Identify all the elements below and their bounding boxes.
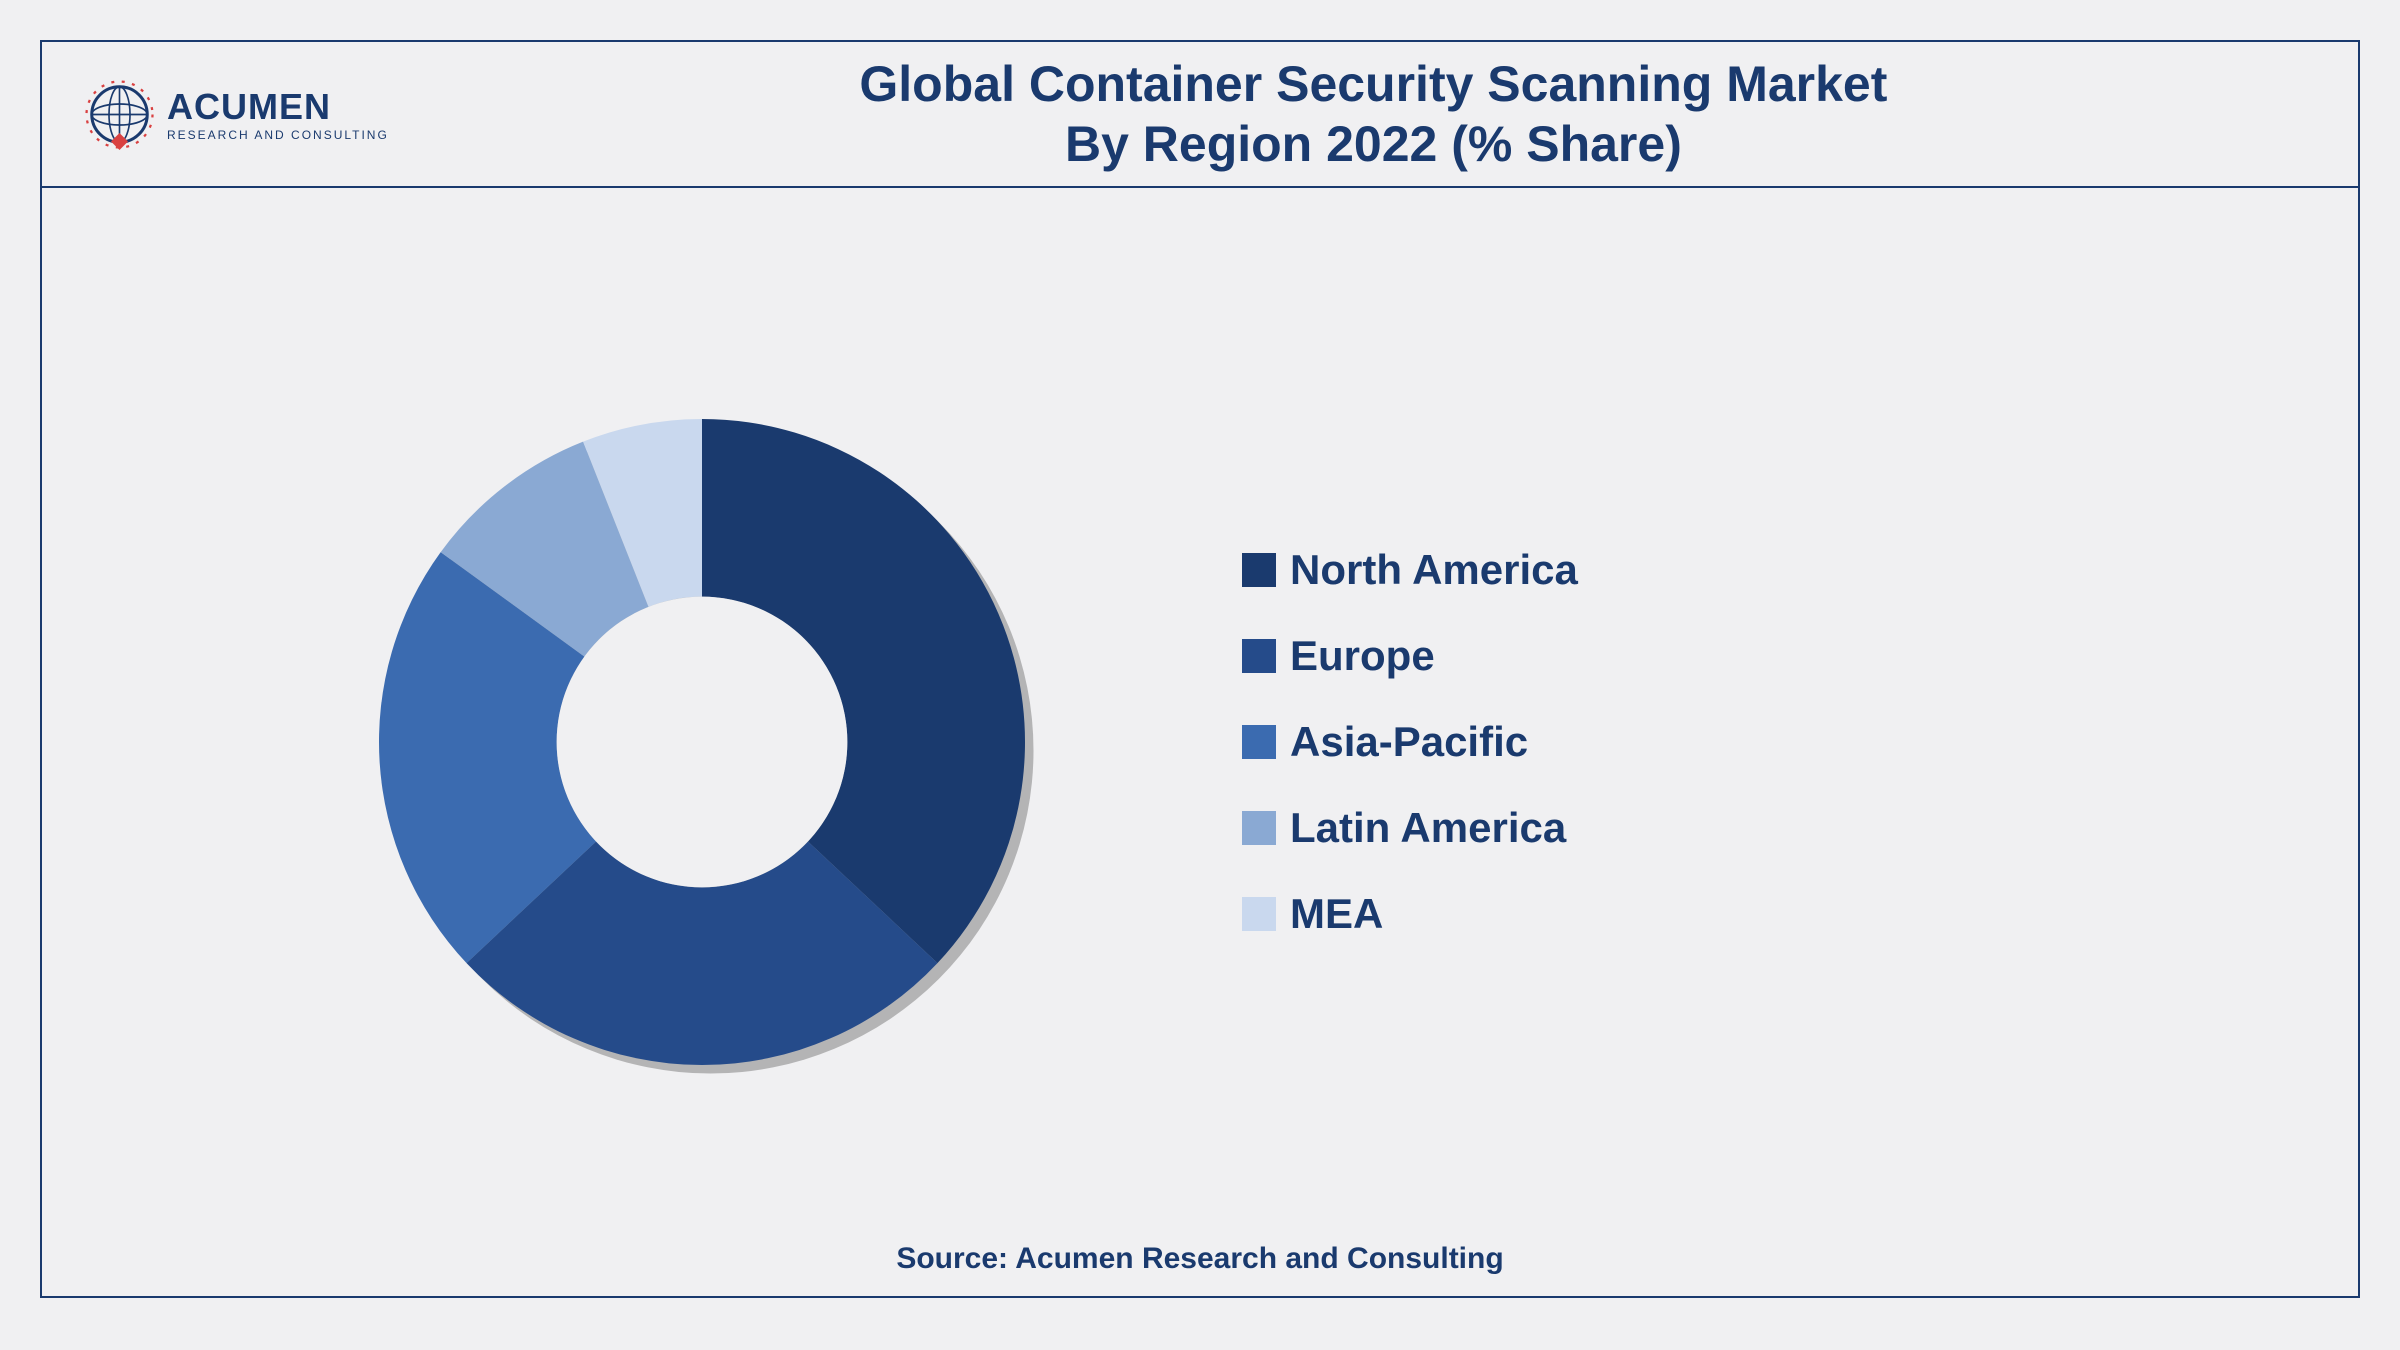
logo-text: ACUMEN RESEARCH AND CONSULTING [167,86,389,142]
legend-item: North America [1242,546,1578,594]
legend-label: Europe [1290,632,1435,680]
legend-item: Asia-Pacific [1242,718,1578,766]
legend-item: Europe [1242,632,1578,680]
logo-tagline: RESEARCH AND CONSULTING [167,128,389,142]
donut-chart [362,402,1042,1082]
legend: North America Europe Asia-Pacific Latin Ame… [1242,546,1578,938]
legend-marker-icon [1242,897,1276,931]
chart-area: North America Europe Asia-Pacific Latin Ame… [40,188,2360,1298]
legend-item: MEA [1242,890,1578,938]
header-bar: ACUMEN RESEARCH AND CONSULTING Global Co… [40,40,2360,188]
page-container: ACUMEN RESEARCH AND CONSULTING Global Co… [40,40,2360,1310]
logo-name: ACUMEN [167,86,389,128]
logo-globe-icon [82,77,157,152]
legend-label: MEA [1290,890,1383,938]
legend-marker-icon [1242,725,1276,759]
legend-label: Asia-Pacific [1290,718,1528,766]
source-citation: Source: Acumen Research and Consulting [42,1242,2358,1276]
title-line-2: By Region 2022 (% Share) [429,114,2318,174]
legend-marker-icon [1242,639,1276,673]
title-line-1: Global Container Security Scanning Marke… [429,54,2318,114]
title-block: Global Container Security Scanning Marke… [429,54,2318,174]
legend-marker-icon [1242,553,1276,587]
legend-marker-icon [1242,811,1276,845]
legend-item: Latin America [1242,804,1578,852]
logo: ACUMEN RESEARCH AND CONSULTING [82,77,389,152]
legend-label: Latin America [1290,804,1566,852]
legend-label: North America [1290,546,1578,594]
